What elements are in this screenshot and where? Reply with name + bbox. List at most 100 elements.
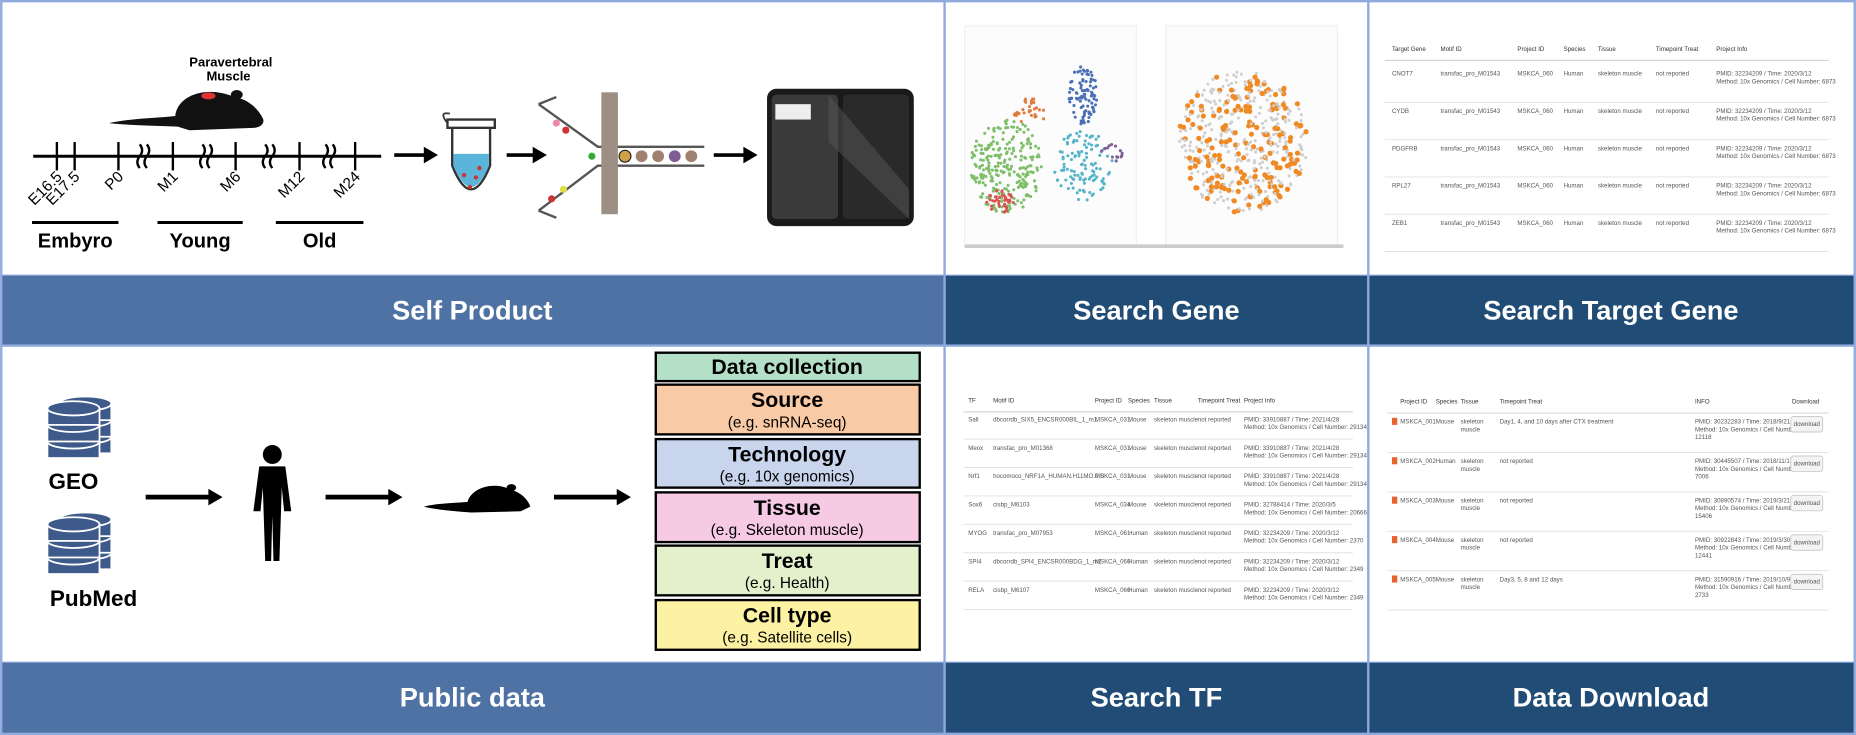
table-cell: Method: 10x Genomics / Cell Number: 2349 bbox=[1244, 566, 1364, 573]
point bbox=[1277, 165, 1283, 171]
table-cell: Method: 10x Genomics / Cell Number: 2913… bbox=[1244, 481, 1367, 488]
point bbox=[1214, 180, 1221, 186]
point bbox=[997, 202, 1001, 206]
table-cell: skeleton muscle bbox=[1154, 416, 1199, 423]
point bbox=[986, 154, 990, 158]
table-cell: MSKCA_060 bbox=[1517, 145, 1553, 152]
table-cell: Mouse bbox=[1436, 419, 1455, 426]
download-button-label[interactable]: download bbox=[1794, 500, 1821, 507]
table-cell: MSKCA_034 bbox=[1095, 502, 1131, 509]
download-button-label[interactable]: download bbox=[1794, 539, 1821, 546]
point bbox=[1078, 96, 1082, 100]
point bbox=[1208, 184, 1214, 190]
download-button-label[interactable]: download bbox=[1794, 461, 1821, 468]
point bbox=[1201, 193, 1205, 197]
table-cell: Method: 10x Genomics / Cell Number: bbox=[1695, 584, 1799, 591]
download-button[interactable] bbox=[1790, 534, 1824, 551]
table-cell: Sox6 bbox=[968, 502, 983, 509]
point bbox=[1190, 171, 1194, 175]
file-icon bbox=[1391, 575, 1398, 583]
table-cell: PDGFRB bbox=[1392, 145, 1418, 152]
point bbox=[1257, 111, 1261, 115]
table-cell: RELA bbox=[968, 587, 985, 594]
point bbox=[979, 172, 983, 176]
point bbox=[1287, 174, 1291, 178]
point bbox=[1061, 157, 1065, 161]
point bbox=[1000, 205, 1004, 209]
point bbox=[1090, 147, 1094, 152]
point bbox=[1084, 167, 1088, 171]
download-button[interactable] bbox=[1790, 455, 1824, 472]
point bbox=[1254, 81, 1260, 87]
point bbox=[1227, 127, 1231, 132]
table-cell: Method: 10x Genomics / Cell Number: 6873 bbox=[1716, 78, 1836, 85]
download-button[interactable] bbox=[1790, 416, 1824, 433]
point bbox=[1267, 108, 1271, 112]
table-cell: muscle bbox=[1461, 466, 1481, 473]
point bbox=[1178, 139, 1182, 143]
point bbox=[1184, 115, 1188, 119]
point bbox=[1223, 139, 1229, 145]
point bbox=[1019, 154, 1024, 158]
point bbox=[1276, 179, 1280, 183]
point bbox=[1272, 184, 1278, 190]
table-header: Tissue bbox=[1598, 46, 1616, 53]
target-gene-table: Target Gene Motif ID Project ID Species Tiss… bbox=[1384, 46, 1836, 252]
point bbox=[1201, 172, 1205, 176]
point bbox=[1088, 84, 1092, 88]
point bbox=[1268, 136, 1272, 140]
point bbox=[1021, 205, 1025, 209]
table-cell: PMID: 32234209 / Time: 2020/3/12 bbox=[1716, 220, 1812, 227]
point bbox=[1035, 168, 1039, 172]
point bbox=[991, 135, 995, 139]
point bbox=[1055, 178, 1059, 182]
table-cell: not reported bbox=[1656, 145, 1690, 152]
point bbox=[1235, 103, 1241, 109]
point bbox=[1282, 145, 1288, 151]
point bbox=[1253, 159, 1257, 163]
point bbox=[1249, 140, 1253, 144]
point bbox=[1272, 104, 1276, 108]
point bbox=[1019, 149, 1023, 153]
download-button-label[interactable]: download bbox=[1794, 579, 1821, 586]
point bbox=[1281, 86, 1287, 93]
point bbox=[1249, 148, 1254, 152]
point bbox=[1079, 83, 1083, 87]
point bbox=[1026, 170, 1030, 174]
point bbox=[1194, 92, 1201, 98]
point bbox=[1237, 95, 1241, 99]
download-button[interactable] bbox=[1790, 573, 1824, 591]
point bbox=[974, 180, 978, 184]
point bbox=[1028, 164, 1032, 168]
point bbox=[1238, 107, 1244, 113]
table-header: Project ID bbox=[1095, 397, 1123, 404]
point bbox=[1270, 160, 1276, 166]
point bbox=[983, 147, 987, 151]
point bbox=[1274, 198, 1278, 202]
point bbox=[1004, 206, 1009, 210]
point bbox=[1225, 73, 1229, 77]
field-box bbox=[654, 491, 921, 544]
table-cell: transfac_pro_M01368 bbox=[993, 445, 1053, 452]
point bbox=[1200, 113, 1206, 119]
point bbox=[1010, 151, 1014, 156]
point bbox=[1080, 150, 1084, 154]
point bbox=[1266, 194, 1270, 199]
point bbox=[1205, 178, 1211, 184]
point bbox=[1029, 194, 1033, 199]
download-button[interactable] bbox=[1790, 495, 1824, 512]
point bbox=[1116, 155, 1120, 159]
point bbox=[1239, 72, 1243, 76]
point bbox=[1263, 155, 1267, 159]
point bbox=[1241, 208, 1245, 212]
point bbox=[1298, 164, 1302, 168]
table-cell: Method: 10x Genomics / Cell Number: 6873 bbox=[1716, 228, 1836, 235]
point bbox=[1025, 142, 1029, 146]
point bbox=[1263, 190, 1268, 194]
table-cell: not reported bbox=[1198, 445, 1232, 452]
download-button-label[interactable]: download bbox=[1794, 421, 1821, 428]
point bbox=[1085, 198, 1089, 202]
point bbox=[1231, 209, 1237, 215]
point bbox=[977, 181, 981, 185]
point bbox=[1180, 124, 1187, 130]
